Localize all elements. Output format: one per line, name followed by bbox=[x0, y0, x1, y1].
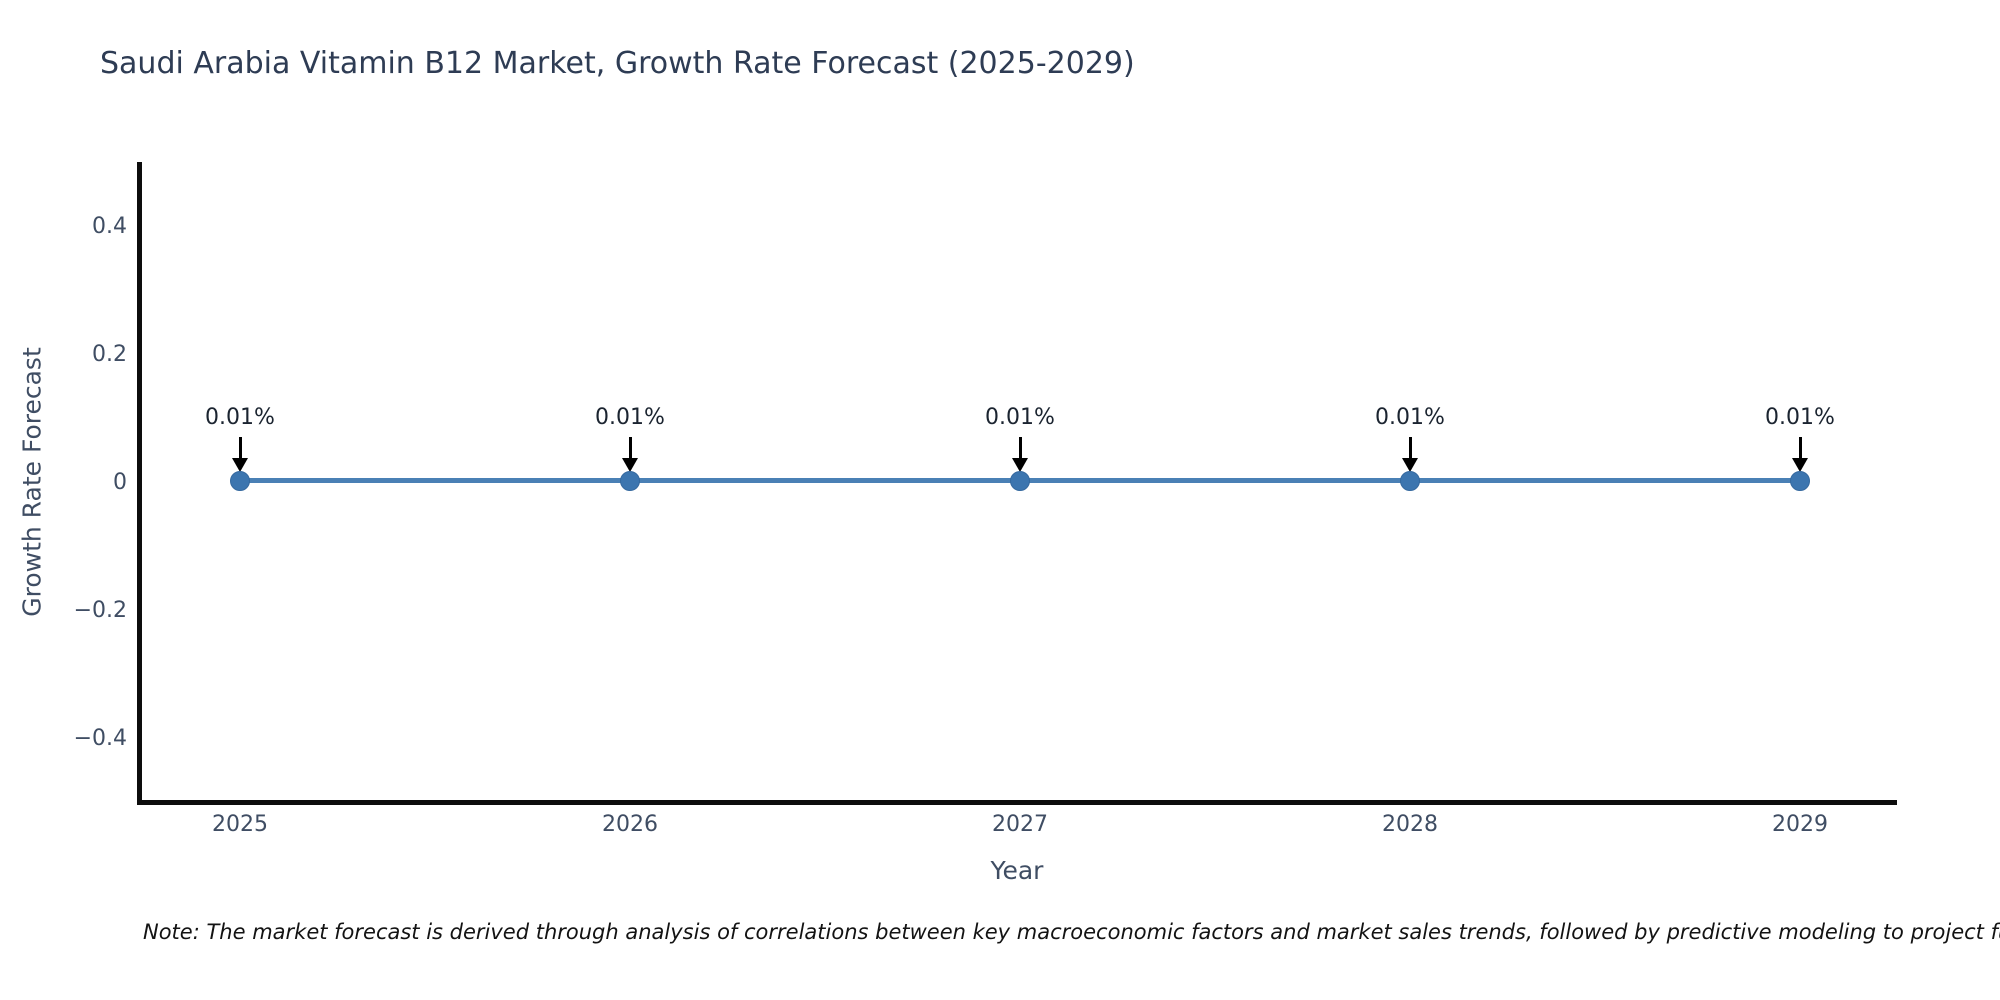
y-tick-label: −0.4 bbox=[73, 726, 127, 751]
down-arrow-icon bbox=[1012, 458, 1028, 472]
y-tick-label: 0.2 bbox=[92, 342, 127, 367]
x-tick-label: 2027 bbox=[992, 812, 1048, 837]
y-tick-label: 0.4 bbox=[92, 214, 127, 239]
x-tick-label: 2028 bbox=[1382, 812, 1438, 837]
down-arrow-icon bbox=[232, 458, 248, 472]
x-tick-label: 2026 bbox=[602, 812, 658, 837]
x-tick-label: 2025 bbox=[212, 812, 268, 837]
data-point-value-label: 0.01% bbox=[1375, 405, 1445, 430]
y-tick-label: 0 bbox=[113, 470, 127, 495]
chart-title: Saudi Arabia Vitamin B12 Market, Growth … bbox=[100, 46, 1135, 81]
down-arrow-icon bbox=[622, 458, 638, 472]
x-tick-label: 2029 bbox=[1772, 812, 1828, 837]
data-point-value-label: 0.01% bbox=[595, 405, 665, 430]
data-point-marker bbox=[620, 471, 640, 491]
data-point-marker bbox=[1010, 471, 1030, 491]
data-point-marker bbox=[230, 471, 250, 491]
data-point-value-label: 0.01% bbox=[1765, 405, 1835, 430]
y-tick-label: −0.2 bbox=[73, 598, 127, 623]
y-axis-spine bbox=[137, 162, 142, 805]
data-point-value-label: 0.01% bbox=[205, 405, 275, 430]
annotation-arrow-stem bbox=[1408, 437, 1412, 460]
annotation-arrow-stem bbox=[1798, 437, 1802, 460]
down-arrow-icon bbox=[1792, 458, 1808, 472]
data-point-marker bbox=[1790, 471, 1810, 491]
annotation-arrow-stem bbox=[238, 437, 242, 460]
down-arrow-icon bbox=[1402, 458, 1418, 472]
x-axis-label: Year bbox=[990, 856, 1044, 885]
annotation-arrow-stem bbox=[1018, 437, 1022, 460]
data-point-marker bbox=[1400, 471, 1420, 491]
annotation-arrow-stem bbox=[628, 437, 632, 460]
data-point-value-label: 0.01% bbox=[985, 405, 1055, 430]
footnote: Note: The market forecast is derived thr… bbox=[143, 920, 2000, 944]
x-axis-spine bbox=[137, 800, 1897, 805]
